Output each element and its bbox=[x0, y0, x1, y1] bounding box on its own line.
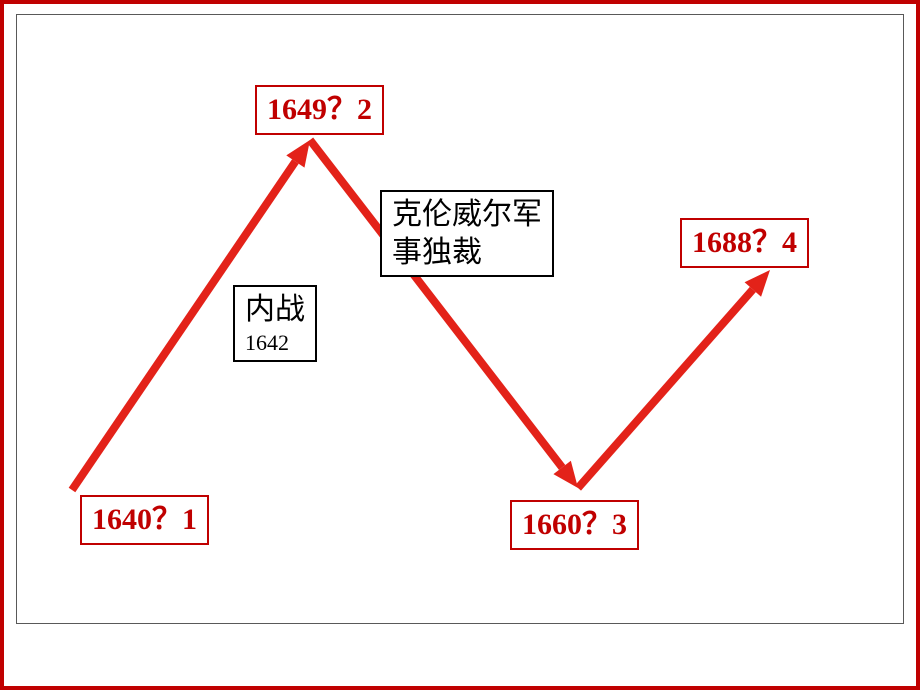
label-cromwell-1: 克伦威尔军 bbox=[392, 198, 542, 231]
label-civil-war-year: 1642 bbox=[245, 329, 305, 357]
zigzag-arrows bbox=[0, 0, 920, 690]
box-1660: 1660？3 bbox=[510, 500, 639, 550]
label-civil-war: 内战 bbox=[245, 293, 305, 326]
box-1640: 1640？1 bbox=[80, 495, 209, 545]
box-cromwell: 克伦威尔军 事独裁 bbox=[380, 190, 554, 277]
label-1688: 1688？4 bbox=[692, 226, 797, 259]
box-civil-war: 内战 1642 bbox=[233, 285, 317, 362]
label-1649: 1649？2 bbox=[267, 93, 372, 126]
box-1649: 1649？2 bbox=[255, 85, 384, 135]
label-1640: 1640？1 bbox=[92, 503, 197, 536]
box-1688: 1688？4 bbox=[680, 218, 809, 268]
label-1660: 1660？3 bbox=[522, 508, 627, 541]
label-cromwell-2: 事独裁 bbox=[392, 236, 482, 269]
